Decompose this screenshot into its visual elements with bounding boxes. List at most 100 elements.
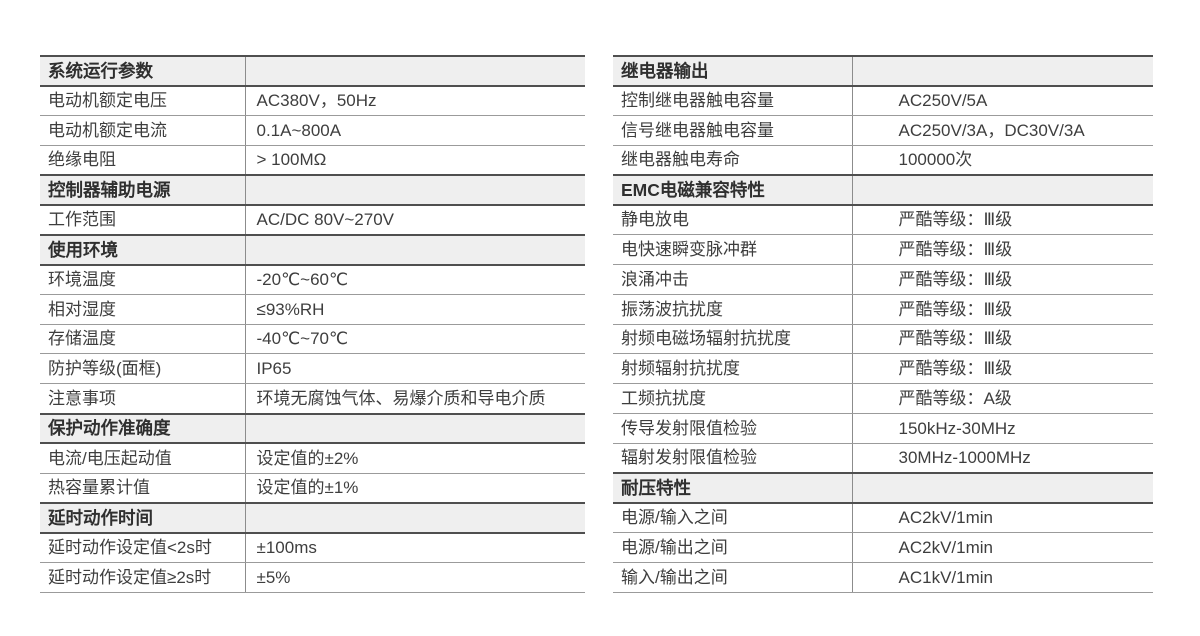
spec-value: ±100ms xyxy=(245,532,585,564)
spec-value: 设定值的±2% xyxy=(245,443,585,474)
section-header-row: 使用环境 xyxy=(40,233,585,266)
spec-value: 严酷等级：Ⅲ级 xyxy=(852,204,1153,236)
section-header-row: 控制器辅助电源 xyxy=(40,174,585,206)
spec-row: 继电器触电寿命 100000次 xyxy=(613,145,1153,176)
spec-value: ≤93%RH xyxy=(245,294,585,325)
spec-row: 电动机额定电流 0.1A~800A xyxy=(40,115,585,146)
spec-row: 工频抗扰度 严酷等级：A级 xyxy=(613,383,1153,415)
spec-table-right: 继电器输出 控制继电器触电容量 AC250V/5A 信号继电器触电容量 AC250V/3… xyxy=(613,55,1153,593)
spec-label: 传导发射限值检验 xyxy=(613,413,853,444)
spec-label: 输入/输出之间 xyxy=(613,562,853,593)
section-header-row: EMC电磁兼容特性 xyxy=(613,174,1153,206)
spec-label: 浪涌冲击 xyxy=(613,264,853,295)
spec-value xyxy=(852,472,1153,504)
spec-row: 控制继电器触电容量 AC250V/5A xyxy=(613,85,1153,117)
spec-row: 相对湿度 ≤93%RH xyxy=(40,294,585,325)
spec-value: -20℃~60℃ xyxy=(245,264,585,295)
spec-value: 设定值的±1% xyxy=(245,473,585,504)
spec-row: 环境温度 -20℃~60℃ xyxy=(40,264,585,295)
spec-label: 防护等级(面框) xyxy=(40,353,246,385)
section-title: 继电器输出 xyxy=(613,55,853,87)
section-title: 耐压特性 xyxy=(613,472,853,504)
spec-label: 延时动作设定值<2s时 xyxy=(40,532,246,564)
spec-label: 静电放电 xyxy=(613,204,853,236)
spec-label: 工频抗扰度 xyxy=(613,383,853,415)
spec-label: 电流/电压起动值 xyxy=(40,443,246,474)
spec-value: 150kHz-30MHz xyxy=(852,413,1153,444)
spec-row: 射频电磁场辐射抗扰度 严酷等级：Ⅲ级 xyxy=(613,324,1153,355)
spec-value: IP65 xyxy=(245,353,585,385)
spec-label: 延时动作设定值≥2s时 xyxy=(40,562,246,593)
spec-label: 控制继电器触电容量 xyxy=(613,85,853,117)
section-header-row: 延时动作时间 xyxy=(40,501,585,534)
spec-label: 工作范围 xyxy=(40,204,246,236)
spec-value xyxy=(245,174,585,206)
spec-row: 延时动作设定值≥2s时 ±5% xyxy=(40,562,585,593)
spec-row: 辐射发射限值检验 30MHz-1000MHz xyxy=(613,443,1153,474)
spec-label: 电动机额定电压 xyxy=(40,85,246,117)
spec-row: 传导发射限值检验 150kHz-30MHz xyxy=(613,413,1153,444)
spec-value: AC250V/5A xyxy=(852,85,1153,117)
spec-value: AC2kV/1min xyxy=(852,502,1153,534)
spec-value: 严酷等级：Ⅲ级 xyxy=(852,324,1153,355)
spec-label: 信号继电器触电容量 xyxy=(613,115,853,146)
spec-label: 电源/输入之间 xyxy=(613,502,853,534)
spec-row: 电动机额定电压 AC380V，50Hz xyxy=(40,85,585,117)
spec-row: 输入/输出之间 AC1kV/1min xyxy=(613,562,1153,593)
spec-label: 环境温度 xyxy=(40,264,246,295)
spec-label: 电快速瞬变脉冲群 xyxy=(613,234,853,266)
spec-value: AC1kV/1min xyxy=(852,562,1153,593)
spec-label: 相对湿度 xyxy=(40,294,246,325)
section-title: 使用环境 xyxy=(40,233,246,266)
spec-value: 严酷等级：Ⅲ级 xyxy=(852,353,1153,385)
spec-label: 继电器触电寿命 xyxy=(613,145,853,176)
section-header-row: 系统运行参数 xyxy=(40,55,585,87)
spec-label: 热容量累计值 xyxy=(40,473,246,504)
spec-value: AC/DC 80V~270V xyxy=(245,204,585,236)
spec-value xyxy=(245,55,585,87)
spec-label: 射频辐射抗扰度 xyxy=(613,353,853,385)
spec-table-left-body: 系统运行参数 电动机额定电压 AC380V，50Hz 电动机额定电流 0.1A~800A… xyxy=(40,55,585,593)
spec-value: ±5% xyxy=(245,562,585,593)
spec-label: 电源/输出之间 xyxy=(613,532,853,564)
spec-row: 绝缘电阻 > 100MΩ xyxy=(40,145,585,176)
section-title: 保护动作准确度 xyxy=(40,412,246,445)
spec-row: 信号继电器触电容量 AC250V/3A，DC30V/3A xyxy=(613,115,1153,146)
spec-row: 存储温度 -40℃~70℃ xyxy=(40,324,585,355)
spec-value xyxy=(852,55,1153,87)
spec-row: 防护等级(面框) IP65 xyxy=(40,353,585,385)
spec-label: 振荡波抗扰度 xyxy=(613,294,853,325)
spec-value xyxy=(245,501,585,534)
spec-value: AC2kV/1min xyxy=(852,532,1153,564)
spec-row: 延时动作设定值<2s时 ±100ms xyxy=(40,532,585,564)
spec-row: 电源/输出之间 AC2kV/1min xyxy=(613,532,1153,564)
spec-table-right-body: 继电器输出 控制继电器触电容量 AC250V/5A 信号继电器触电容量 AC250V/3… xyxy=(613,55,1153,593)
section-header-row: 保护动作准确度 xyxy=(40,412,585,445)
spec-value: 环境无腐蚀气体、易爆介质和导电介质 xyxy=(245,383,585,415)
spec-row: 热容量累计值 设定值的±1% xyxy=(40,473,585,504)
spec-row: 注意事项 环境无腐蚀气体、易爆介质和导电介质 xyxy=(40,383,585,415)
spec-value: 严酷等级：A级 xyxy=(852,383,1153,415)
spec-value: -40℃~70℃ xyxy=(245,324,585,355)
spec-value xyxy=(245,412,585,445)
spec-label: 注意事项 xyxy=(40,383,246,415)
spec-row: 静电放电 严酷等级：Ⅲ级 xyxy=(613,204,1153,236)
spec-label: 绝缘电阻 xyxy=(40,145,246,176)
spec-value: 0.1A~800A xyxy=(245,115,585,146)
spec-value: 严酷等级：Ⅲ级 xyxy=(852,234,1153,266)
spec-value xyxy=(852,174,1153,206)
spec-label: 辐射发射限值检验 xyxy=(613,443,853,474)
section-title: 系统运行参数 xyxy=(40,55,246,87)
section-title: 控制器辅助电源 xyxy=(40,174,246,206)
spec-row: 电流/电压起动值 设定值的±2% xyxy=(40,443,585,474)
spec-row: 振荡波抗扰度 严酷等级：Ⅲ级 xyxy=(613,294,1153,325)
spec-label: 存储温度 xyxy=(40,324,246,355)
section-title: EMC电磁兼容特性 xyxy=(613,174,853,206)
section-header-row: 继电器输出 xyxy=(613,55,1153,87)
spec-label: 电动机额定电流 xyxy=(40,115,246,146)
spec-row: 电源/输入之间 AC2kV/1min xyxy=(613,502,1153,534)
spec-label: 射频电磁场辐射抗扰度 xyxy=(613,324,853,355)
spec-value: 严酷等级：Ⅲ级 xyxy=(852,294,1153,325)
spec-row: 工作范围 AC/DC 80V~270V xyxy=(40,204,585,236)
